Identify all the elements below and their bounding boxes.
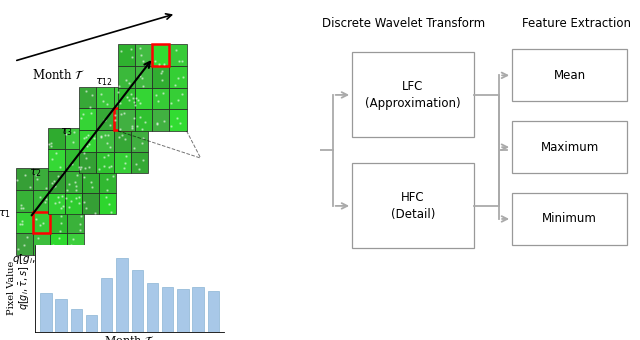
Polygon shape [131, 87, 148, 108]
FancyBboxPatch shape [512, 121, 627, 173]
Bar [147, 283, 158, 332]
Polygon shape [65, 128, 82, 149]
FancyBboxPatch shape [512, 49, 627, 101]
Bar [40, 293, 52, 332]
Bar [162, 287, 173, 332]
Polygon shape [16, 190, 33, 211]
Polygon shape [170, 109, 187, 131]
Polygon shape [97, 87, 113, 108]
Polygon shape [170, 44, 187, 66]
Text: HFC
(Detail): HFC (Detail) [390, 191, 435, 221]
Polygon shape [152, 88, 170, 109]
Polygon shape [50, 233, 67, 255]
Polygon shape [131, 130, 148, 152]
X-axis label: Month $\mathcal{T}$: Month $\mathcal{T}$ [104, 334, 155, 340]
FancyBboxPatch shape [352, 164, 474, 248]
Polygon shape [47, 149, 65, 171]
Text: $\tau_1$: $\tau_1$ [0, 208, 10, 220]
Polygon shape [99, 149, 116, 171]
Polygon shape [97, 108, 113, 130]
Polygon shape [99, 128, 116, 149]
Bar [101, 278, 113, 332]
Y-axis label: Pixel Value
$q[g_i, \bar{\tau}, s]$: Pixel Value $q[g_i, \bar{\tau}, s]$ [8, 261, 33, 315]
Polygon shape [82, 171, 99, 192]
Polygon shape [170, 88, 187, 109]
Polygon shape [97, 152, 113, 173]
Polygon shape [33, 233, 50, 255]
Polygon shape [152, 44, 170, 66]
Bar [56, 299, 67, 332]
Polygon shape [47, 171, 65, 192]
Text: LFC
(Approximation): LFC (Approximation) [365, 80, 461, 110]
Bar [116, 258, 128, 332]
Polygon shape [50, 168, 67, 190]
Text: Feature Extraction: Feature Extraction [522, 17, 630, 30]
Polygon shape [50, 190, 67, 211]
Polygon shape [79, 152, 97, 173]
Bar [86, 315, 97, 332]
Polygon shape [113, 152, 131, 173]
Polygon shape [113, 87, 131, 108]
Polygon shape [97, 130, 113, 152]
Polygon shape [16, 168, 33, 190]
Polygon shape [16, 211, 33, 233]
Polygon shape [67, 190, 84, 211]
Text: $\tau_2$: $\tau_2$ [29, 168, 42, 179]
Polygon shape [118, 66, 135, 88]
Bar [70, 309, 82, 332]
Polygon shape [118, 88, 135, 109]
Polygon shape [82, 128, 99, 149]
Text: Mean: Mean [554, 69, 586, 82]
Text: Month $\mathcal{T}$: Month $\mathcal{T}$ [32, 68, 85, 82]
Text: Maximum: Maximum [540, 141, 599, 154]
Polygon shape [131, 108, 148, 130]
Bar [207, 291, 219, 332]
Polygon shape [33, 168, 50, 190]
FancyBboxPatch shape [512, 193, 627, 245]
Polygon shape [113, 130, 131, 152]
Polygon shape [152, 109, 170, 131]
Polygon shape [82, 149, 99, 171]
Polygon shape [118, 44, 135, 66]
Polygon shape [118, 109, 135, 131]
Text: Minimum: Minimum [542, 212, 597, 225]
Polygon shape [79, 108, 97, 130]
Polygon shape [152, 66, 170, 88]
Polygon shape [113, 108, 131, 130]
Polygon shape [170, 66, 187, 88]
Polygon shape [67, 168, 84, 190]
Polygon shape [33, 190, 50, 211]
Polygon shape [50, 211, 67, 233]
Polygon shape [67, 233, 84, 255]
FancyBboxPatch shape [352, 52, 474, 137]
Text: Discrete Wavelet Transform: Discrete Wavelet Transform [322, 17, 484, 30]
Polygon shape [65, 149, 82, 171]
Polygon shape [33, 211, 50, 233]
Polygon shape [65, 171, 82, 192]
Polygon shape [65, 192, 82, 214]
Polygon shape [16, 233, 33, 255]
Bar [193, 287, 204, 332]
Bar [177, 289, 189, 332]
Text: $\tau_{12}$: $\tau_{12}$ [95, 76, 113, 87]
Polygon shape [131, 152, 148, 173]
Text: $q[g_i, \bar{\tau}, s]$: $q[g_i, \bar{\tau}, s]$ [12, 253, 60, 268]
Polygon shape [135, 44, 152, 66]
Polygon shape [67, 211, 84, 233]
Polygon shape [135, 109, 152, 131]
Polygon shape [47, 128, 65, 149]
Polygon shape [135, 66, 152, 88]
Polygon shape [82, 192, 99, 214]
Text: $\tau_3$: $\tau_3$ [60, 127, 73, 138]
Polygon shape [99, 192, 116, 214]
Polygon shape [135, 88, 152, 109]
Polygon shape [79, 130, 97, 152]
Polygon shape [47, 192, 65, 214]
Polygon shape [99, 171, 116, 192]
Bar [131, 270, 143, 332]
Polygon shape [79, 87, 97, 108]
